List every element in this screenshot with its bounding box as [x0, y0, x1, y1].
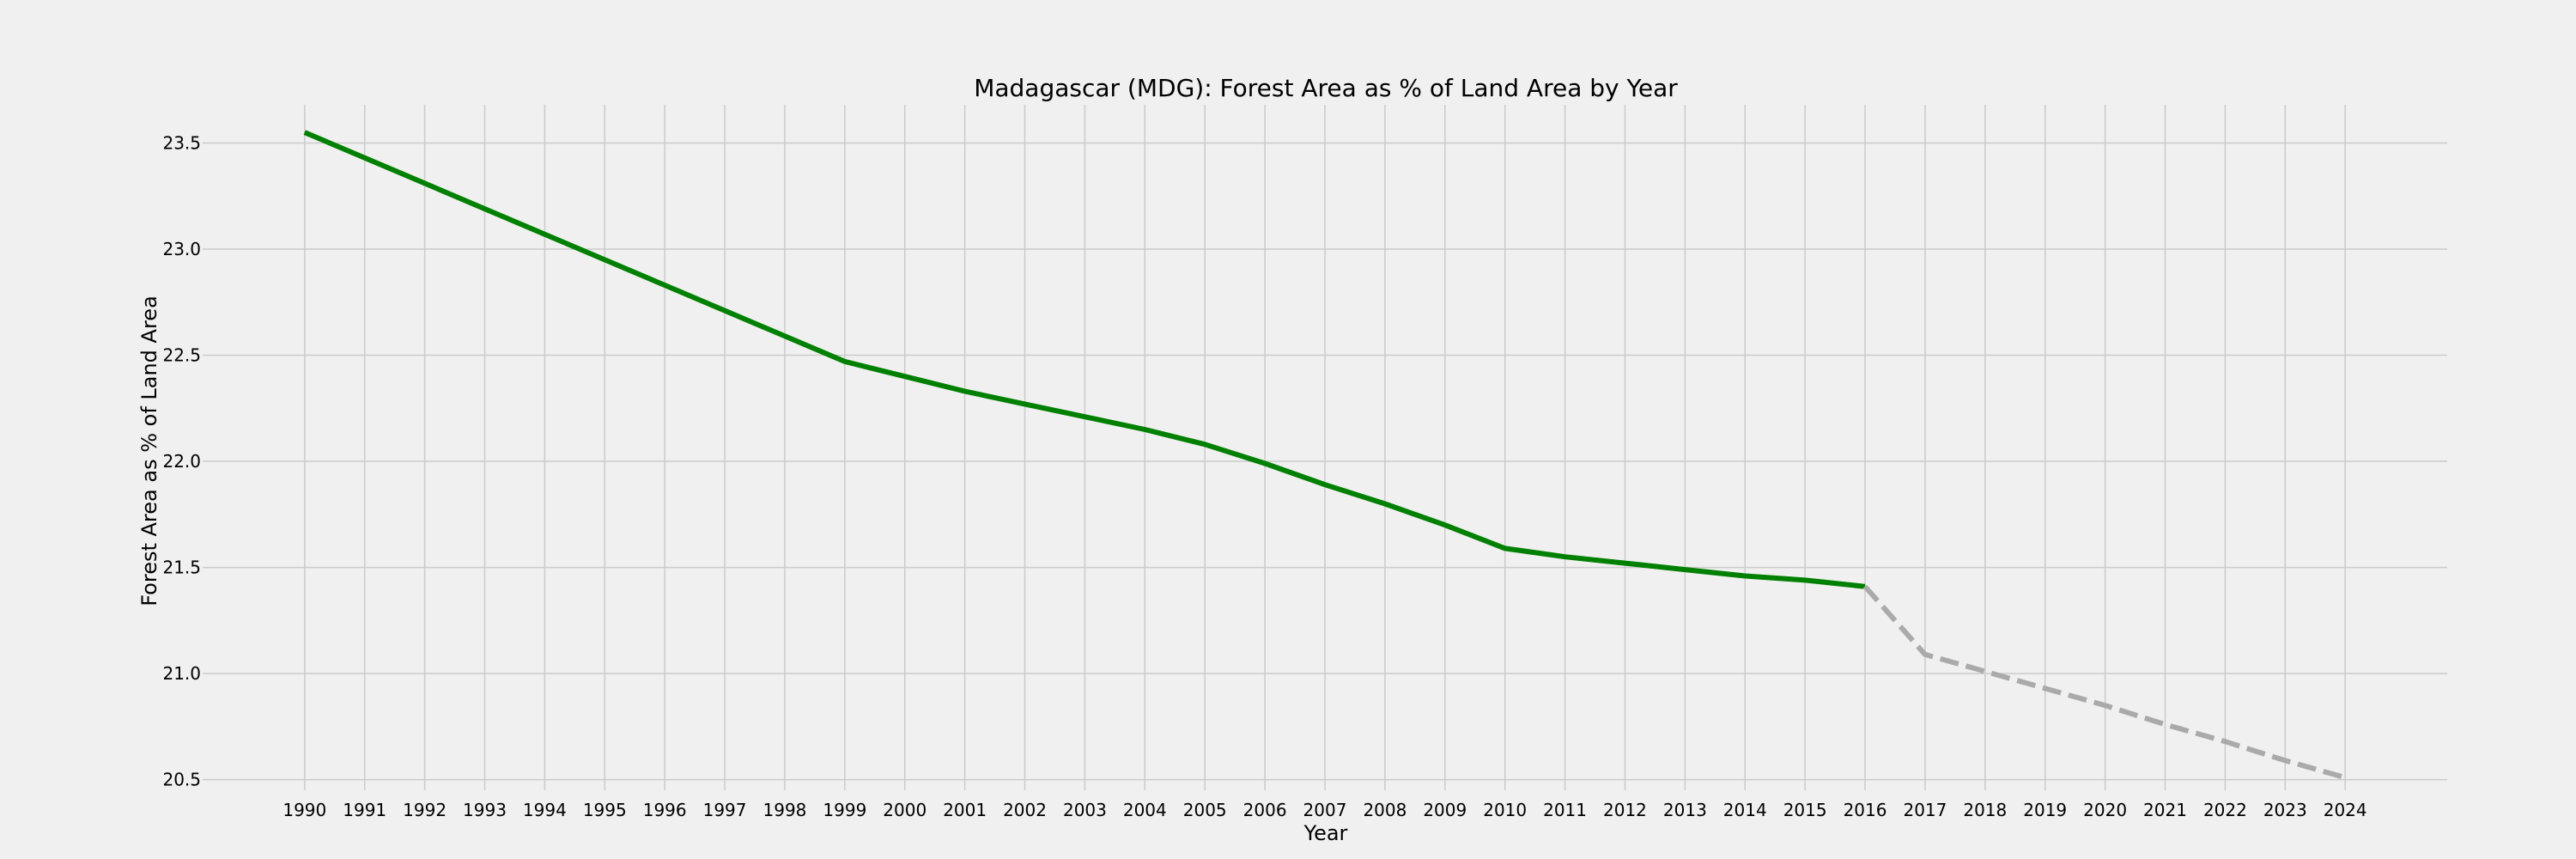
historical-series-line — [303, 130, 1866, 589]
y-tick-label: 22.5 — [162, 345, 201, 366]
y-axis-ticks: 20.5 21.0 21.5 22.0 22.5 23.0 23.5 — [162, 132, 201, 789]
x-tick-label: 2021 — [2143, 800, 2187, 820]
x-tick-label: 2019 — [2023, 800, 2067, 820]
x-tick-label: 2003 — [1063, 800, 1107, 820]
x-tick-label: 2017 — [1903, 800, 1947, 820]
x-tick-label: 2022 — [2203, 800, 2247, 820]
x-tick-label: 2010 — [1483, 800, 1527, 820]
x-tick-label: 1998 — [763, 800, 807, 820]
x-tick-label: 2012 — [1603, 800, 1647, 820]
chart-title: Madagascar (MDG): Forest Area as % of La… — [974, 74, 1678, 102]
x-tick-label: 1997 — [703, 800, 747, 820]
y-axis-label: Forest Area as % of Land Area — [137, 295, 161, 606]
x-tick-label: 2001 — [943, 800, 987, 820]
x-tick-label: 2007 — [1303, 800, 1347, 820]
x-axis-ticks: 1990 1991 1992 1993 1994 1995 1996 1997 1998 1999… — [283, 800, 2366, 820]
x-tick-label: 2008 — [1363, 800, 1406, 820]
x-tick-label: 2018 — [1963, 800, 2007, 820]
x-tick-label: 2014 — [1723, 800, 1767, 820]
x-tick-label: 2005 — [1183, 800, 1227, 820]
x-tick-label: 2013 — [1663, 800, 1707, 820]
x-tick-label: 1992 — [403, 800, 447, 820]
x-tick-label: 2004 — [1123, 800, 1167, 820]
x-tick-label: 2009 — [1423, 800, 1467, 820]
x-tick-label: 2016 — [1844, 800, 1887, 820]
x-tick-label: 2002 — [1003, 800, 1047, 820]
x-tick-label: 1995 — [583, 800, 627, 820]
x-tick-label: 1994 — [523, 800, 567, 820]
series-lines — [303, 130, 2347, 781]
x-tick-label: 1993 — [463, 800, 507, 820]
x-tick-label: 2000 — [883, 800, 927, 820]
x-tick-label: 2024 — [2324, 800, 2367, 820]
x-axis-label: Year — [1303, 821, 1348, 845]
x-tick-label: 1991 — [343, 800, 386, 820]
x-tick-label: 2015 — [1783, 800, 1827, 820]
y-tick-label: 23.0 — [162, 239, 201, 259]
x-tick-label: 2011 — [1543, 800, 1587, 820]
y-tick-label: 22.0 — [162, 451, 201, 472]
y-tick-label: 20.5 — [162, 770, 201, 790]
x-tick-label: 2020 — [2083, 800, 2127, 820]
projection-series-line — [1862, 584, 2347, 781]
x-tick-label: 2023 — [2263, 800, 2307, 820]
x-tick-label: 2006 — [1243, 800, 1287, 820]
y-tick-label: 23.5 — [162, 132, 201, 153]
y-tick-label: 21.5 — [162, 557, 201, 578]
x-tick-label: 1996 — [643, 800, 687, 820]
x-tick-label: 1990 — [283, 800, 326, 820]
y-tick-label: 21.0 — [162, 663, 201, 684]
grid — [203, 105, 2447, 790]
x-tick-label: 1999 — [823, 800, 866, 820]
